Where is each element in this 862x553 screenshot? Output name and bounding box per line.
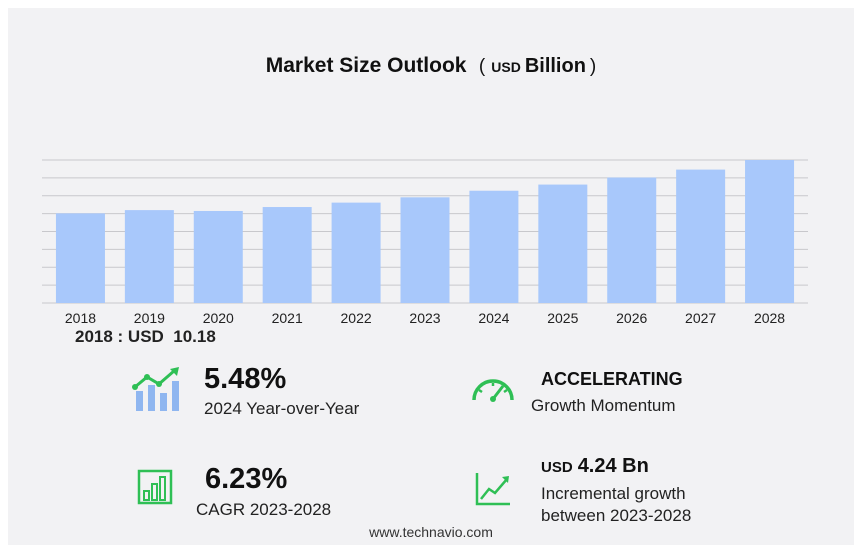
x-tick-label: 2024 xyxy=(478,310,509,326)
bar-2026 xyxy=(607,177,657,303)
speedometer-icon xyxy=(472,379,514,402)
chart-title: Market Size Outlook (USD Billion) xyxy=(8,54,854,78)
trend-line-icon xyxy=(475,473,510,506)
x-tick-label: 2022 xyxy=(341,310,372,326)
bar-2018 xyxy=(55,213,105,303)
incremental-amount: 4.24 Bn xyxy=(577,455,649,477)
x-tick-label: 2027 xyxy=(685,310,716,326)
first-year-value: 2018 : USD 10.18 xyxy=(75,327,216,346)
cagr-value: 6.23% xyxy=(205,463,288,495)
footer-source: www.technavio.com xyxy=(369,524,493,540)
bar-2023 xyxy=(400,197,450,303)
momentum-label: Growth Momentum xyxy=(531,396,676,415)
bar-line-growth-icon xyxy=(132,367,179,411)
x-tick-label: 2020 xyxy=(203,310,234,326)
incremental-label-line1: Incremental growth xyxy=(541,484,686,503)
x-tick-label: 2019 xyxy=(134,310,165,326)
bar-2019 xyxy=(124,210,174,303)
incremental-value: USD 4.24 Bn xyxy=(541,455,649,478)
bar-2024 xyxy=(469,190,519,303)
x-tick-label: 2018 xyxy=(65,310,96,326)
title-text: Market Size Outlook xyxy=(265,54,467,77)
incremental-label-line2: between 2023-2028 xyxy=(541,506,692,525)
incremental-currency: USD xyxy=(541,459,573,476)
bar-chart-icon xyxy=(137,469,173,505)
momentum-value: ACCELERATING xyxy=(541,369,683,389)
bar-2027 xyxy=(676,169,726,303)
bar-2028 xyxy=(745,160,795,303)
cagr-label: CAGR 2023-2028 xyxy=(196,500,332,519)
bar-2025 xyxy=(538,184,588,303)
yoy-value: 5.48% xyxy=(204,363,287,395)
yoy-label: 2024 Year-over-Year xyxy=(204,399,360,418)
x-tick-label: 2025 xyxy=(547,310,578,326)
unit-label: (USD Billion) xyxy=(478,55,597,77)
unit-currency: USD xyxy=(491,59,521,75)
unit-word: Billion xyxy=(524,55,586,77)
bar-2020 xyxy=(193,210,243,303)
bar-2021 xyxy=(262,207,312,303)
bar-2022 xyxy=(331,202,381,303)
x-tick-label: 2023 xyxy=(409,310,440,326)
x-tick-label: 2026 xyxy=(616,310,647,326)
x-tick-label: 2028 xyxy=(754,310,785,326)
x-tick-label: 2021 xyxy=(272,310,303,326)
